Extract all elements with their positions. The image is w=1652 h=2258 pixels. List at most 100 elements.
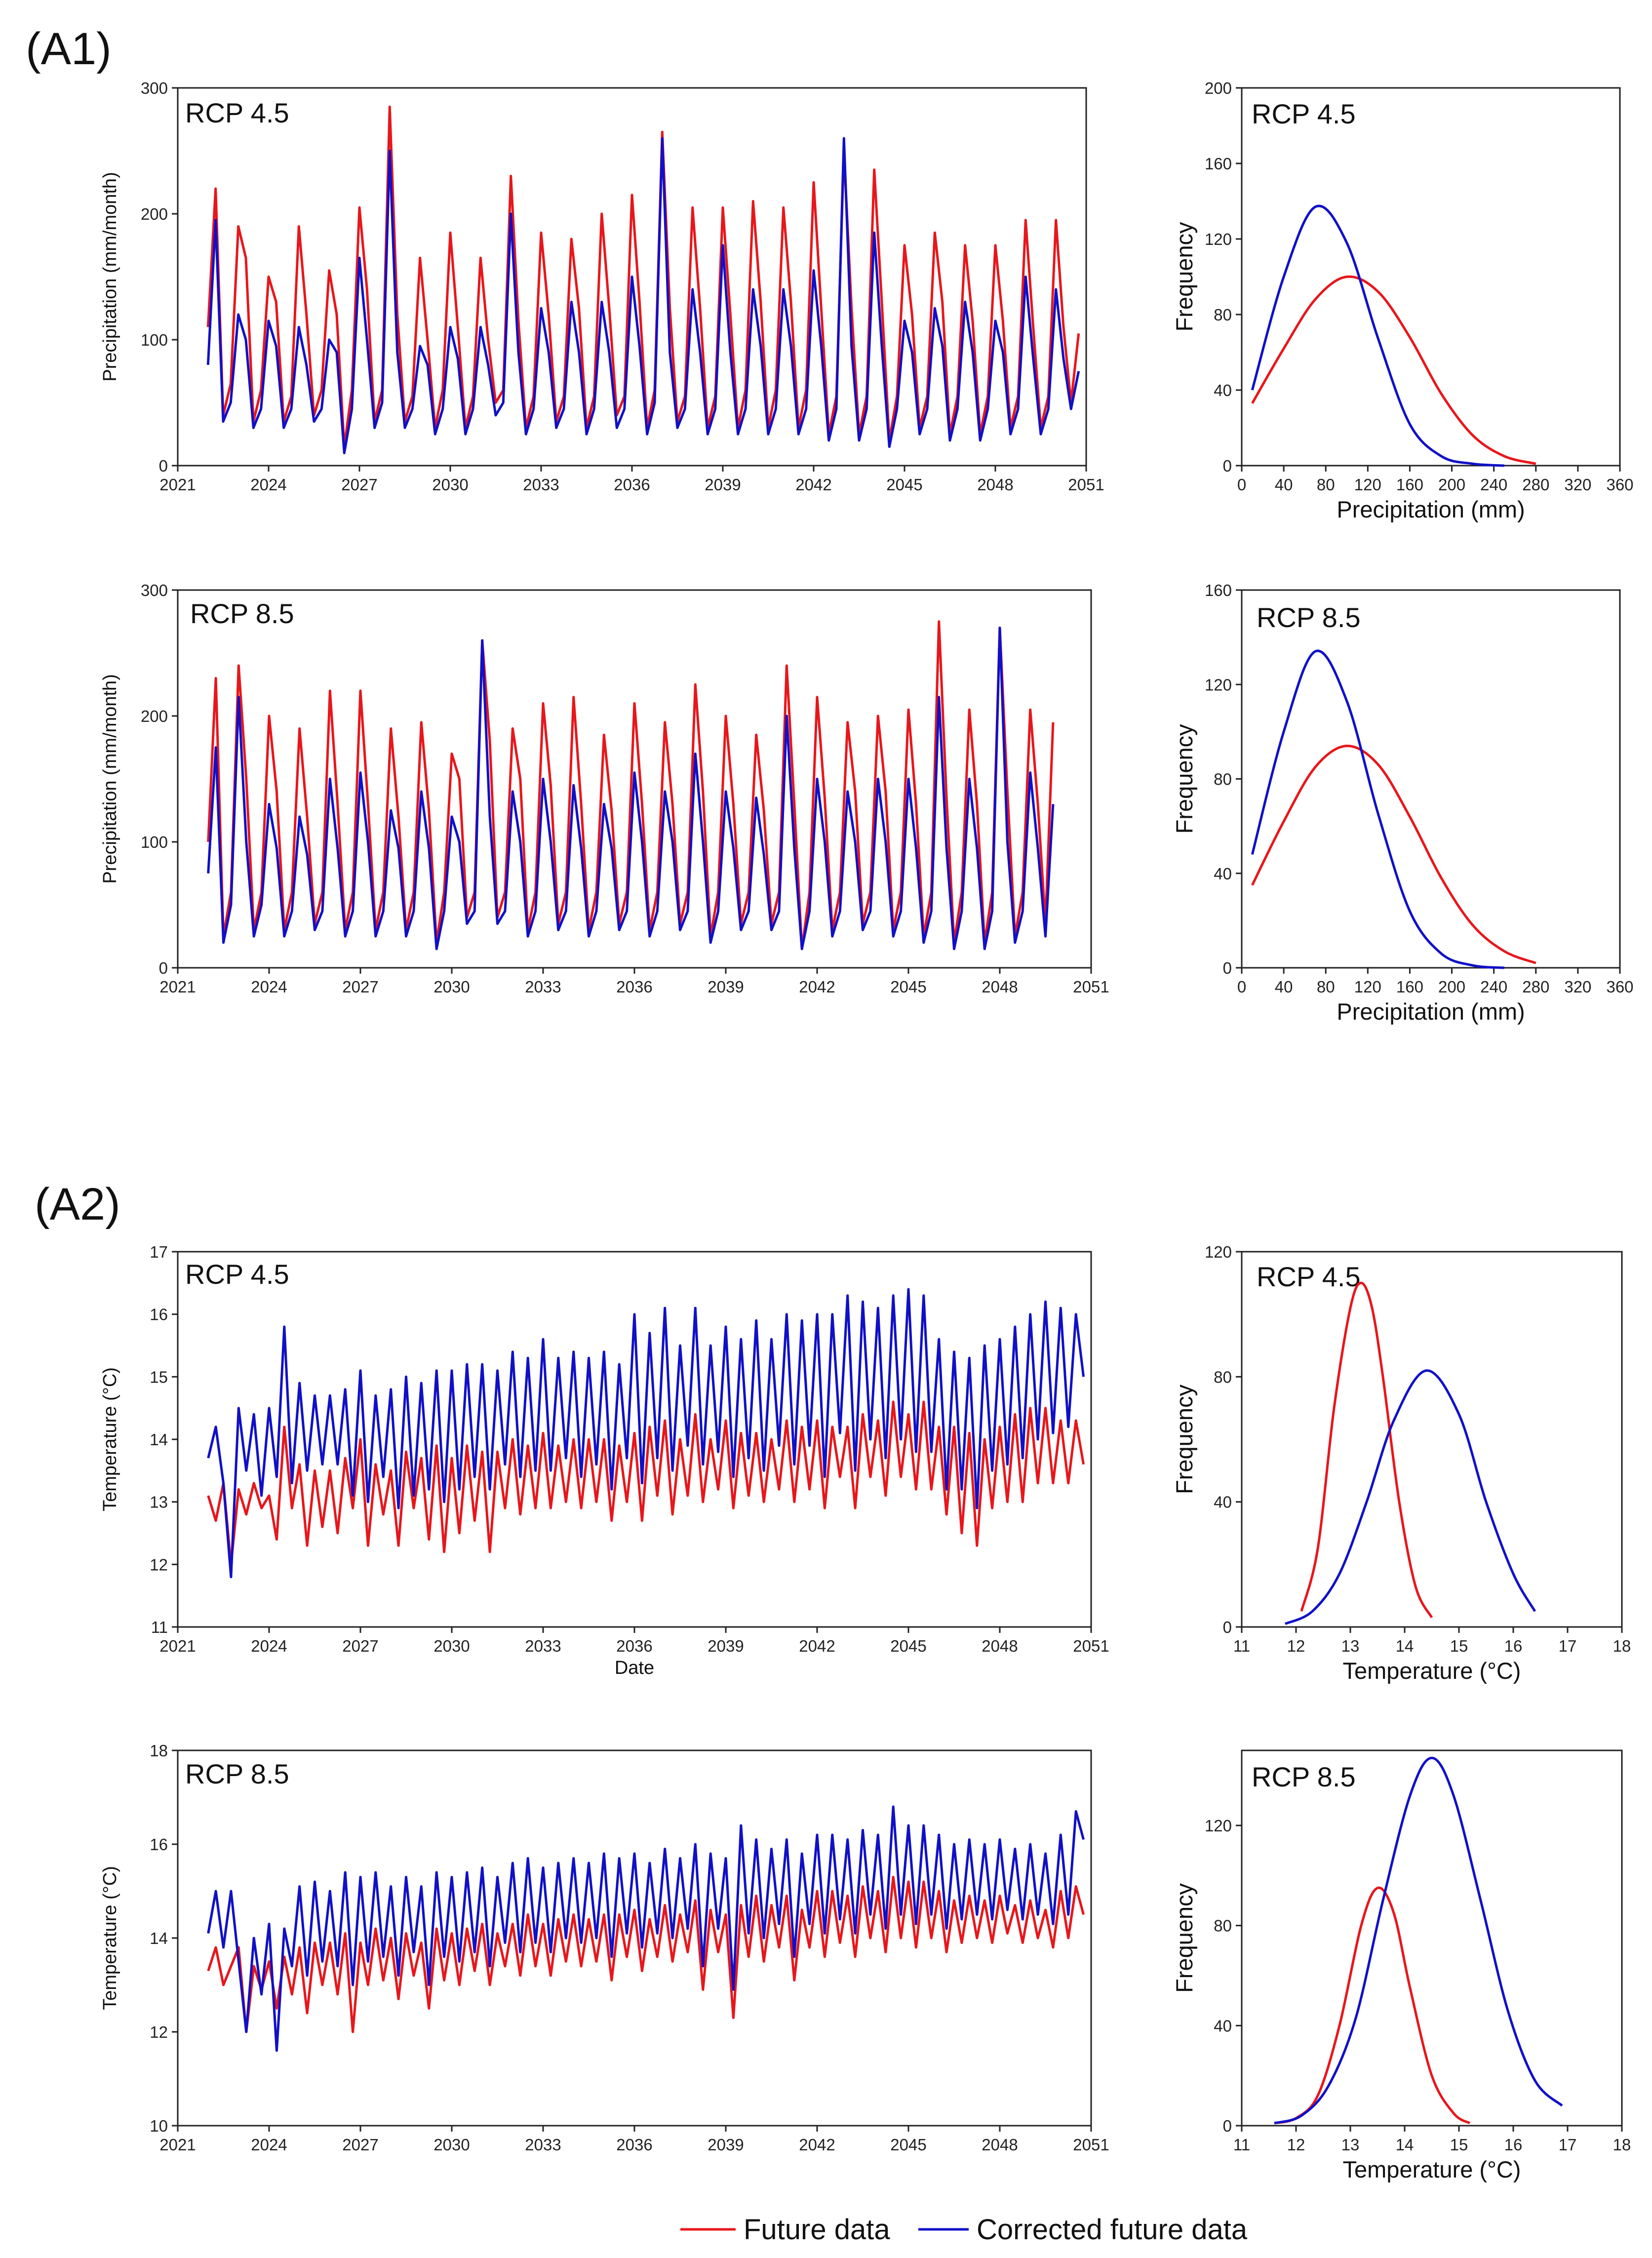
series-line-future bbox=[1251, 275, 1536, 465]
x-tick-label: 2039 bbox=[705, 475, 741, 494]
legend-label-corrected: Corrected future data bbox=[977, 2214, 1248, 2246]
x-tick-label: 2036 bbox=[616, 978, 652, 996]
y-tick-label: 160 bbox=[1205, 581, 1232, 599]
chart-precipitation-rcp85-frequency: 0 40 80 120 160 200 240 280 320 360 0 40 80 120 160 Fre… bbox=[1171, 581, 1634, 1025]
x-tick-label: 2021 bbox=[159, 2136, 196, 2154]
panel-label-a1: (A1) bbox=[26, 24, 112, 74]
x-tick-label: 80 bbox=[1317, 475, 1335, 494]
x-tick-label: 2045 bbox=[890, 2136, 926, 2154]
y-tick-label: 80 bbox=[1214, 1368, 1232, 1386]
x-tick-label: 2030 bbox=[432, 475, 468, 494]
x-tick-label: 2036 bbox=[616, 1637, 652, 1655]
x-tick-label: 2042 bbox=[799, 1637, 835, 1655]
x-tick-label: 13 bbox=[1341, 1637, 1360, 1655]
y-tick-label: 15 bbox=[150, 1368, 168, 1386]
x-tick-label: 2027 bbox=[342, 1637, 378, 1655]
x-tick-label: 2045 bbox=[890, 1637, 926, 1655]
x-tick-label: 2039 bbox=[708, 978, 744, 996]
y-tick-label: 80 bbox=[1214, 306, 1232, 324]
x-tick-label: 160 bbox=[1396, 475, 1423, 494]
series-line-corrected bbox=[207, 1288, 1085, 1579]
x-axis-title: Temperature (°C) bbox=[1343, 2156, 1521, 2182]
x-tick-label: 12 bbox=[1287, 2136, 1305, 2154]
x-tick-label: 120 bbox=[1354, 475, 1381, 494]
y-tick-label: 0 bbox=[159, 457, 168, 475]
series-line-future bbox=[1300, 1281, 1433, 1619]
x-tick-label: 2048 bbox=[982, 2136, 1018, 2154]
x-tick-label: 2030 bbox=[433, 1637, 470, 1655]
x-tick-label: 2048 bbox=[982, 978, 1018, 996]
y-axis-title: Frequency bbox=[1171, 724, 1197, 834]
y-tick-label: 40 bbox=[1214, 381, 1232, 399]
x-tick-label: 2051 bbox=[1073, 2136, 1109, 2154]
chart-precipitation-rcp45-frequency: 0 40 80 120 160 200 240 280 320 360 0 40 80 120 160 200… bbox=[1171, 79, 1634, 522]
x-tick-label: 360 bbox=[1606, 978, 1633, 996]
x-tick-label: 2030 bbox=[433, 2136, 470, 2154]
y-tick-label: 300 bbox=[141, 79, 168, 97]
x-tick-label: 18 bbox=[1613, 1637, 1631, 1655]
x-tick-label: 13 bbox=[1341, 2136, 1360, 2154]
y-tick-label: 160 bbox=[1205, 155, 1232, 173]
scenario-label: RCP 4.5 bbox=[185, 1259, 289, 1290]
chart-temperature-rcp45-frequency: 11 12 13 14 15 16 17 18 0 40 80 120 Frequency Tempera… bbox=[1171, 1243, 1631, 1684]
y-tick-label: 16 bbox=[150, 1306, 168, 1324]
x-tick-label: 360 bbox=[1606, 475, 1633, 494]
y-tick-label: 0 bbox=[1223, 457, 1232, 475]
y-tick-label: 40 bbox=[1214, 2017, 1232, 2035]
x-tick-label: 80 bbox=[1317, 978, 1335, 996]
x-tick-label: 2033 bbox=[525, 978, 561, 996]
x-tick-label: 240 bbox=[1480, 475, 1507, 494]
y-tick-label: 80 bbox=[1214, 1917, 1232, 1935]
y-axis-title: Precipitation (mm/month) bbox=[100, 674, 120, 883]
x-axis-title: Precipitation (mm) bbox=[1337, 496, 1525, 522]
y-tick-label: 100 bbox=[141, 833, 168, 851]
y-tick-label: 17 bbox=[150, 1243, 168, 1261]
y-axis-title: Temperature (°C) bbox=[100, 1367, 120, 1511]
panel-label-a2: (A2) bbox=[35, 1179, 120, 1229]
x-tick-label: 2048 bbox=[982, 1637, 1018, 1655]
y-tick-label: 300 bbox=[141, 581, 168, 599]
series-line-future bbox=[1251, 745, 1536, 964]
legend: Future data Corrected future data bbox=[680, 2214, 1248, 2246]
y-tick-label: 0 bbox=[1223, 2117, 1232, 2135]
y-tick-label: 0 bbox=[1223, 959, 1232, 977]
x-tick-label: 16 bbox=[1504, 1637, 1523, 1655]
chart-temperature-rcp45-timeseries: 2021 2024 2027 2030 2033 2036 2039 2042 2045 2048… bbox=[100, 1243, 1109, 1678]
x-tick-label: 2021 bbox=[159, 1637, 196, 1655]
x-tick-label: 40 bbox=[1275, 475, 1293, 494]
y-tick-label: 16 bbox=[150, 1835, 168, 1854]
x-axis-title: Precipitation (mm) bbox=[1337, 998, 1525, 1025]
y-tick-label: 18 bbox=[150, 1742, 168, 1760]
chart-temperature-rcp85-frequency: 11 12 13 14 15 16 17 18 0 40 80 120 Frequency Tempera… bbox=[1171, 1749, 1631, 2182]
series-line-corrected bbox=[1274, 1756, 1563, 2125]
x-axis-title: Temperature (°C) bbox=[1343, 1658, 1521, 1684]
series-line-future bbox=[207, 1400, 1085, 1566]
x-tick-label: 2033 bbox=[523, 475, 559, 494]
x-tick-label: 320 bbox=[1564, 475, 1591, 494]
y-tick-label: 200 bbox=[1205, 79, 1232, 97]
scenario-label: RCP 4.5 bbox=[1257, 1261, 1361, 1292]
scenario-label: RCP 4.5 bbox=[1252, 98, 1356, 129]
x-tick-label: 12 bbox=[1287, 1637, 1305, 1655]
x-tick-label: 16 bbox=[1504, 2136, 1523, 2154]
x-tick-label: 200 bbox=[1438, 475, 1465, 494]
x-tick-label: 0 bbox=[1237, 475, 1246, 494]
plot-frame bbox=[1241, 87, 1621, 467]
y-tick-label: 13 bbox=[150, 1493, 168, 1511]
y-tick-label: 14 bbox=[150, 1929, 168, 1947]
x-axis-title: Date bbox=[615, 1658, 654, 1678]
series-line-corrected bbox=[1251, 649, 1505, 969]
x-tick-label: 2039 bbox=[708, 2136, 744, 2154]
y-tick-label: 0 bbox=[1223, 1618, 1232, 1636]
x-tick-label: 280 bbox=[1522, 978, 1549, 996]
chart-precipitation-rcp85-timeseries: 2021 2024 2027 2030 2033 2036 2039 2042 2045 2048… bbox=[100, 581, 1109, 996]
y-axis-title: Frequency bbox=[1171, 1384, 1197, 1494]
x-tick-label: 15 bbox=[1450, 2136, 1468, 2154]
y-tick-label: 120 bbox=[1205, 1243, 1232, 1261]
x-tick-label: 160 bbox=[1396, 978, 1423, 996]
x-tick-label: 2027 bbox=[341, 475, 377, 494]
x-tick-label: 2036 bbox=[616, 2136, 652, 2154]
x-tick-label: 2030 bbox=[433, 978, 470, 996]
series-line-corrected bbox=[207, 627, 1055, 951]
